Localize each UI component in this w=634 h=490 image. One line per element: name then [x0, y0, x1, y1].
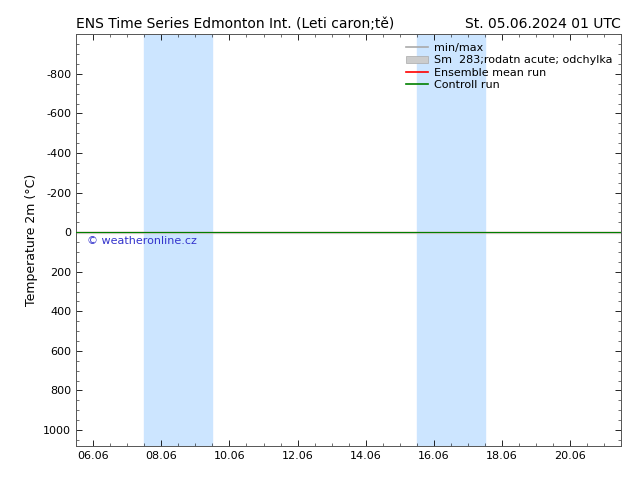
Legend: min/max, Sm  283;rodatn acute; odchylka, Ensemble mean run, Controll run: min/max, Sm 283;rodatn acute; odchylka, … — [403, 40, 616, 93]
Text: © weatheronline.cz: © weatheronline.cz — [87, 236, 197, 246]
Y-axis label: Temperature 2m (°C): Temperature 2m (°C) — [25, 174, 37, 306]
Text: ENS Time Series Edmonton Int. (Leti caron;tě): ENS Time Series Edmonton Int. (Leti caro… — [76, 17, 394, 31]
Bar — [417, 34, 485, 446]
Text: St. 05.06.2024 01 UTC: St. 05.06.2024 01 UTC — [465, 17, 621, 31]
Bar — [144, 34, 212, 446]
